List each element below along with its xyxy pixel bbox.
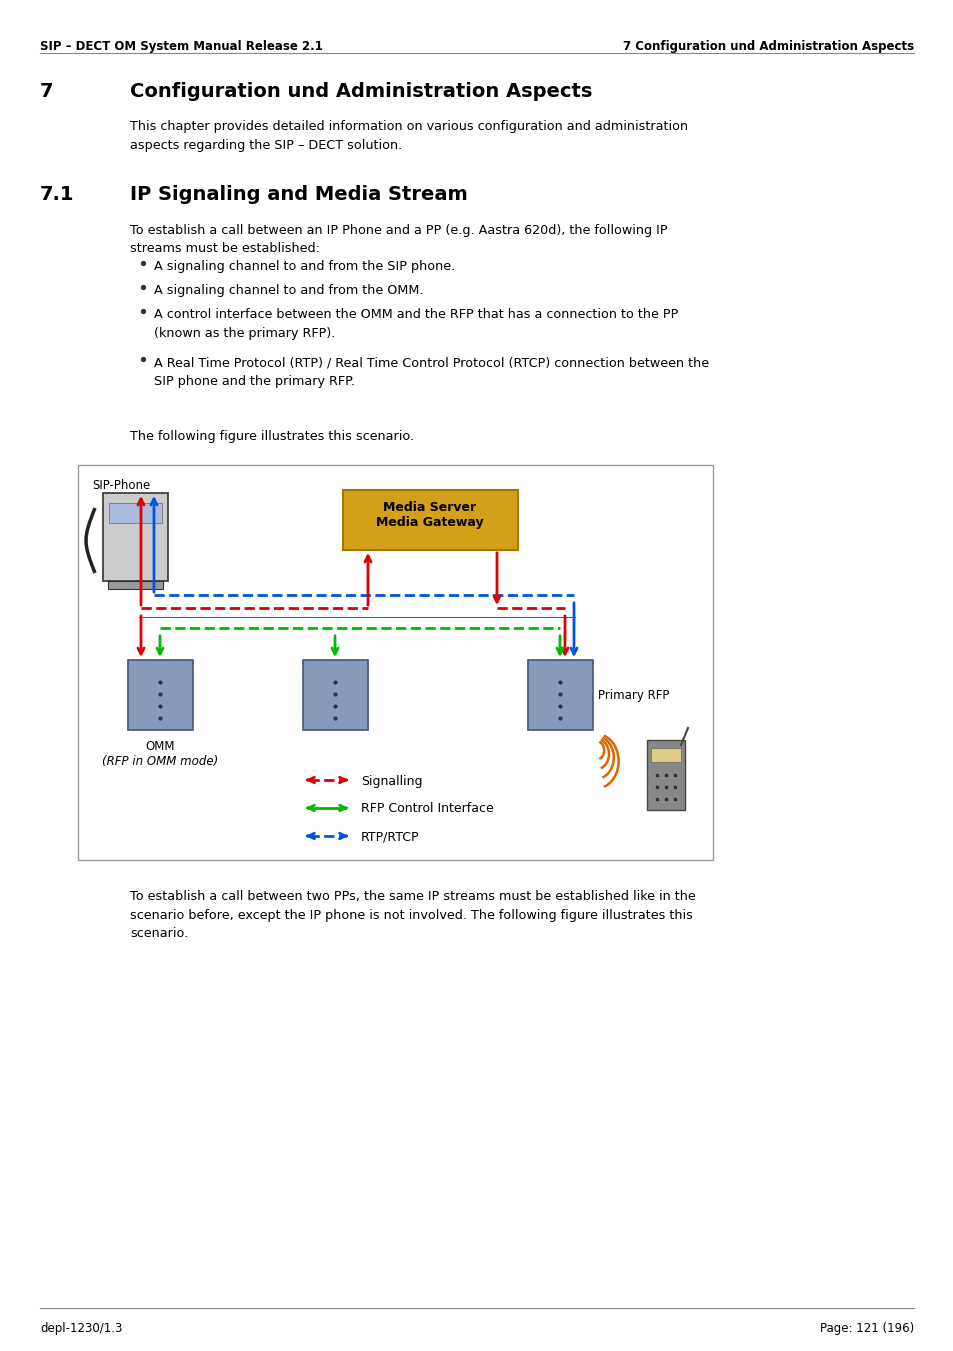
Bar: [78, 465, 712, 861]
Text: The following figure illustrates this scenario.: The following figure illustrates this sc…: [130, 430, 414, 443]
Text: Media Server
Media Gateway: Media Server Media Gateway: [375, 501, 483, 530]
Text: IP Signaling and Media Stream: IP Signaling and Media Stream: [130, 185, 467, 204]
Text: 7: 7: [40, 82, 53, 101]
Text: Page: 121 (196): Page: 121 (196): [819, 1323, 913, 1335]
Text: (RFP in OMM mode): (RFP in OMM mode): [102, 755, 218, 767]
Bar: [128, 661, 193, 730]
Text: OMM: OMM: [145, 740, 174, 753]
Text: 7.1: 7.1: [40, 185, 74, 204]
Bar: [650, 748, 680, 762]
Text: Signalling: Signalling: [360, 774, 422, 788]
Bar: [527, 661, 593, 730]
Text: This chapter provides detailed information on various configuration and administ: This chapter provides detailed informati…: [130, 120, 687, 151]
Bar: [646, 740, 684, 811]
Text: 7 Configuration und Administration Aspects: 7 Configuration und Administration Aspec…: [622, 41, 913, 53]
Text: To establish a call between an IP Phone and a PP (e.g. Aastra 620d), the followi: To establish a call between an IP Phone …: [130, 224, 667, 255]
Bar: [109, 503, 162, 523]
Text: To establish a call between two PPs, the same IP streams must be established lik: To establish a call between two PPs, the…: [130, 890, 695, 940]
Text: A signaling channel to and from the SIP phone.: A signaling channel to and from the SIP …: [153, 259, 455, 273]
Text: RFP Control Interface: RFP Control Interface: [360, 802, 494, 816]
Text: RTP/RTCP: RTP/RTCP: [360, 831, 419, 843]
Text: A Real Time Protocol (RTP) / Real Time Control Protocol (RTCP) connection betwee: A Real Time Protocol (RTP) / Real Time C…: [153, 357, 708, 388]
Bar: [103, 493, 168, 581]
Text: Primary RFP: Primary RFP: [598, 689, 669, 701]
Bar: [303, 661, 368, 730]
Text: Configuration und Administration Aspects: Configuration und Administration Aspects: [130, 82, 592, 101]
Text: depl-1230/1.3: depl-1230/1.3: [40, 1323, 122, 1335]
Text: SIP-Phone: SIP-Phone: [91, 480, 150, 492]
Bar: [108, 581, 163, 589]
Text: SIP – DECT OM System Manual Release 2.1: SIP – DECT OM System Manual Release 2.1: [40, 41, 322, 53]
Bar: [343, 490, 517, 550]
Text: A control interface between the OMM and the RFP that has a connection to the PP
: A control interface between the OMM and …: [153, 308, 678, 339]
Text: A signaling channel to and from the OMM.: A signaling channel to and from the OMM.: [153, 284, 423, 297]
